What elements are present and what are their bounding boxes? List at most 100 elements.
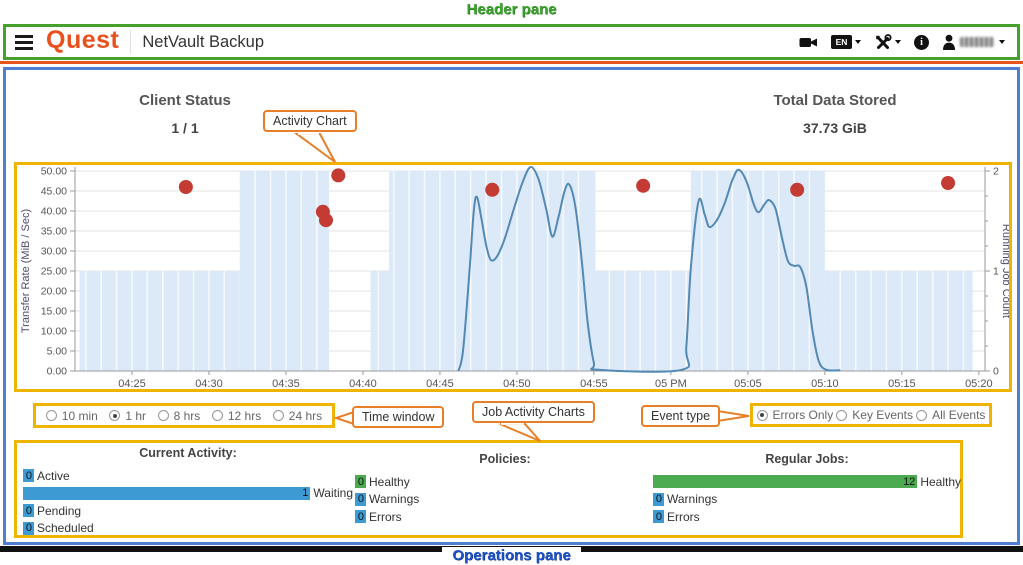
tools-icon <box>876 34 892 49</box>
svg-text:25.00: 25.00 <box>41 266 67 278</box>
callout-tail <box>499 423 541 442</box>
svg-text:10.00: 10.00 <box>41 326 67 338</box>
event-type-key-events[interactable]: Key Events <box>836 408 913 422</box>
svg-text:05 PM: 05 PM <box>655 378 687 389</box>
svg-text:04:45: 04:45 <box>426 378 454 389</box>
quest-logo: Quest <box>46 26 120 54</box>
info-button[interactable]: i <box>914 34 929 50</box>
time-window-group: 10 min 1 hr 8 hrs 12 hrs 24 hrs <box>33 403 335 428</box>
ops-bar: 0 <box>653 510 664 523</box>
ops-bar-label: Errors <box>667 509 700 524</box>
svg-text:15.00: 15.00 <box>41 306 67 318</box>
radio-button[interactable] <box>109 410 121 421</box>
video-tutorial-icon[interactable] <box>799 35 818 50</box>
radio-button[interactable] <box>157 410 169 421</box>
ops-bar-row: 12 Healthy <box>653 474 961 489</box>
header-pane-annotation: Header pane <box>466 1 557 18</box>
svg-text:35.00: 35.00 <box>41 226 67 238</box>
callout-tail <box>293 132 336 163</box>
time-window-24-hrs[interactable]: 24 hrs <box>272 409 322 423</box>
svg-text:30.00: 30.00 <box>41 246 67 258</box>
header-bar: Quest NetVault Backup EN i <box>3 24 1020 60</box>
ops-column-title: Policies: <box>479 452 531 466</box>
svg-text:0: 0 <box>993 366 999 378</box>
ops-bar: 0 <box>653 492 664 506</box>
svg-text:04:35: 04:35 <box>272 378 300 389</box>
activity-chart: 0.00 5.00 10.00 15.00 20.00 25.00 30.00 35.00 40… <box>14 162 1012 392</box>
caret-down-icon <box>895 40 901 44</box>
radio-label: All Events <box>932 408 986 422</box>
ops-bar: 0 <box>355 492 366 506</box>
ops-bar-label: Errors <box>369 509 402 524</box>
ops-bar-row: 0 Errors <box>355 509 655 524</box>
user-menu[interactable] <box>942 34 1005 50</box>
total-data-block: Total Data Stored 37.73 GiB <box>725 92 945 136</box>
svg-text:05:10: 05:10 <box>811 378 839 389</box>
event-type-errors-only[interactable]: Errors Only <box>756 408 834 422</box>
language-menu[interactable]: EN <box>831 35 861 49</box>
total-data-label: Total Data Stored <box>773 92 897 109</box>
ops-bar-label: Waiting <box>313 486 353 500</box>
ops-bar-row: 0 Pending <box>23 504 353 518</box>
radio-button[interactable] <box>45 410 57 421</box>
svg-text:2: 2 <box>993 166 999 178</box>
svg-text:05:05: 05:05 <box>734 378 762 389</box>
client-status-value: 1 / 1 <box>171 120 199 136</box>
ops-bar-label: Warnings <box>369 492 420 506</box>
ops-bar-label: Scheduled <box>37 521 94 535</box>
time-window-1-hr[interactable]: 1 hr <box>109 409 146 423</box>
caret-down-icon <box>855 40 861 44</box>
ops-bar-row: 0 Errors <box>653 509 961 524</box>
time-window-8-hrs[interactable]: 8 hrs <box>157 408 201 423</box>
header-divider <box>130 30 132 54</box>
radio-button[interactable] <box>272 410 284 421</box>
svg-text:04:40: 04:40 <box>349 378 377 389</box>
current-activity-chart: Current Activity: 0 Active 1 Waiting 0 Pending… <box>23 446 353 539</box>
time-window-10-min[interactable]: 10 min <box>45 409 98 423</box>
ops-bar: 0 <box>355 475 366 488</box>
svg-text:04:25: 04:25 <box>118 378 146 389</box>
radio-button[interactable] <box>211 410 223 421</box>
callout-job-activity-charts: Job Activity Charts <box>472 401 595 423</box>
brand-rule <box>0 61 1023 64</box>
ops-bar: 12 <box>653 475 918 488</box>
svg-text:05:15: 05:15 <box>888 378 916 389</box>
svg-text:20.00: 20.00 <box>41 286 67 298</box>
radio-button[interactable] <box>916 409 928 421</box>
svg-text:04:55: 04:55 <box>580 378 608 389</box>
svg-text:04:30: 04:30 <box>195 378 223 389</box>
radio-label: 12 hrs <box>227 408 262 423</box>
caret-down-icon <box>999 40 1005 44</box>
svg-text:Transfer Rate (MiB / Sec): Transfer Rate (MiB / Sec) <box>20 209 32 333</box>
svg-text:45.00: 45.00 <box>41 186 67 198</box>
language-icon: EN <box>831 35 852 49</box>
radio-label: Errors Only <box>772 408 834 422</box>
event-type-all-events[interactable]: All Events <box>916 408 985 422</box>
ops-bar-row: 0 Healthy <box>355 474 655 489</box>
ops-bar-label: Healthy <box>920 474 961 489</box>
time-window-12-hrs[interactable]: 12 hrs <box>211 408 262 423</box>
svg-text:05:20: 05:20 <box>965 378 993 389</box>
callout-event-type: Event type <box>641 405 721 427</box>
client-status-label: Client Status <box>139 92 231 109</box>
client-status-block: Client Status 1 / 1 <box>75 92 295 136</box>
menu-icon[interactable] <box>15 32 33 53</box>
ops-bar: 0 <box>23 521 34 535</box>
regular-jobs-chart: Regular Jobs: 12 Healthy 0 Warnings 0 Errors <box>653 446 961 528</box>
radio-label: 8 hrs <box>173 408 201 423</box>
radio-button[interactable] <box>836 409 848 421</box>
app-title: NetVault Backup <box>142 32 265 51</box>
svg-text:04:50: 04:50 <box>503 378 531 389</box>
ops-bar-label: Healthy <box>369 474 410 489</box>
svg-text:50.00: 50.00 <box>41 166 67 178</box>
ops-bar-row: 0 Active <box>23 469 353 483</box>
radio-label: Key Events <box>852 408 913 422</box>
svg-text:5.00: 5.00 <box>47 346 68 358</box>
job-activity-charts: Current Activity: 0 Active 1 Waiting 0 Pending… <box>14 440 963 538</box>
ops-bar-row: 0 Warnings <box>653 492 961 506</box>
radio-button[interactable] <box>756 409 768 421</box>
ops-bar-label: Warnings <box>667 492 718 506</box>
svg-text:1: 1 <box>993 266 999 278</box>
tools-menu[interactable] <box>874 34 901 50</box>
